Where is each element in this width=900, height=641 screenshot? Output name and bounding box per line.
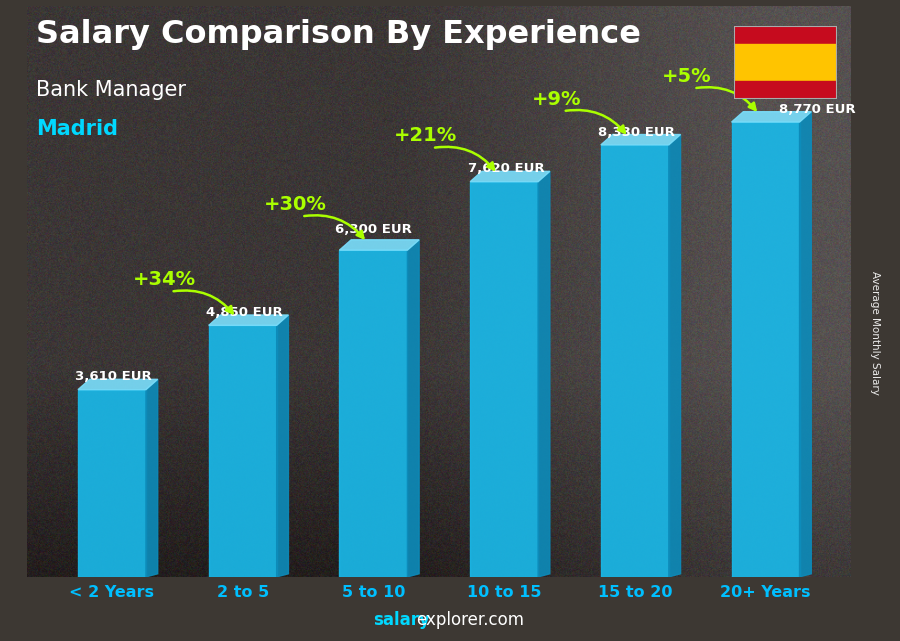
Text: +21%: +21% <box>394 126 457 146</box>
Polygon shape <box>669 135 680 577</box>
Text: Average Monthly Salary: Average Monthly Salary <box>869 271 880 395</box>
Polygon shape <box>601 145 669 577</box>
Text: +30%: +30% <box>264 195 327 214</box>
Polygon shape <box>276 315 288 577</box>
Polygon shape <box>538 171 550 577</box>
Text: 3,610 EUR: 3,610 EUR <box>76 370 152 383</box>
Text: 6,300 EUR: 6,300 EUR <box>335 222 412 236</box>
Text: Salary Comparison By Experience: Salary Comparison By Experience <box>36 19 641 50</box>
Polygon shape <box>339 240 419 250</box>
Bar <box>734 44 837 81</box>
Bar <box>734 26 837 44</box>
Polygon shape <box>732 112 811 122</box>
Bar <box>734 81 837 99</box>
Text: salary: salary <box>374 612 430 629</box>
Polygon shape <box>209 315 288 326</box>
Polygon shape <box>799 112 811 577</box>
Text: 4,850 EUR: 4,850 EUR <box>206 306 283 319</box>
Text: +34%: +34% <box>132 270 196 289</box>
Text: +5%: +5% <box>662 67 712 86</box>
Polygon shape <box>601 135 680 145</box>
Polygon shape <box>78 390 146 577</box>
Polygon shape <box>146 379 158 577</box>
Polygon shape <box>209 326 276 577</box>
Text: Madrid: Madrid <box>36 119 118 138</box>
Text: +9%: +9% <box>532 90 581 108</box>
Polygon shape <box>732 122 799 577</box>
Polygon shape <box>470 171 550 181</box>
Polygon shape <box>339 250 408 577</box>
Text: 8,770 EUR: 8,770 EUR <box>778 103 855 116</box>
Text: 7,620 EUR: 7,620 EUR <box>467 162 544 176</box>
Text: explorer.com: explorer.com <box>416 612 524 629</box>
Polygon shape <box>470 181 538 577</box>
Text: 8,330 EUR: 8,330 EUR <box>598 126 675 138</box>
Polygon shape <box>78 379 158 390</box>
Text: Bank Manager: Bank Manager <box>36 80 186 100</box>
Polygon shape <box>408 240 419 577</box>
